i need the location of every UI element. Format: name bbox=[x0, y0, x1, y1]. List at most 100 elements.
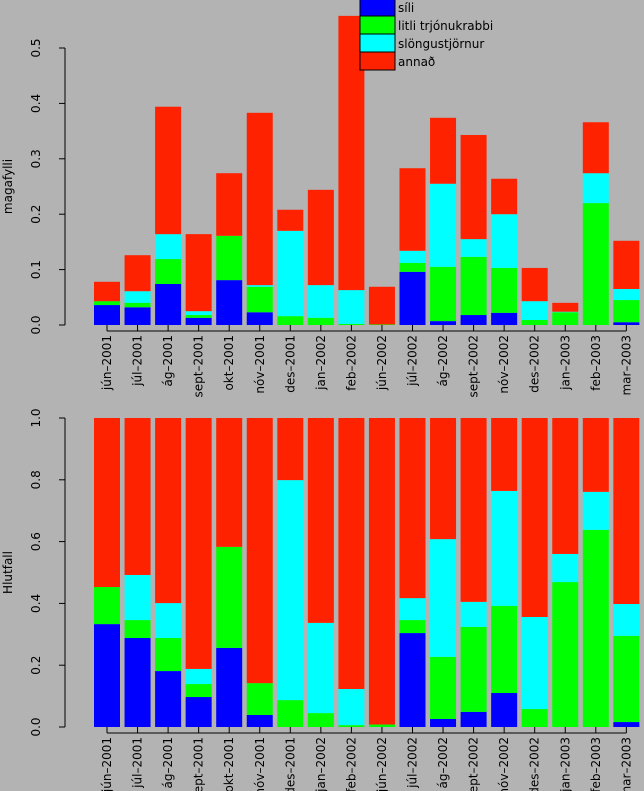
bar-segment bbox=[155, 234, 182, 260]
bar-segment bbox=[338, 725, 365, 727]
bar-segment bbox=[124, 302, 151, 308]
bar-segment bbox=[338, 290, 365, 324]
bar-segment bbox=[307, 418, 334, 623]
bar-segment bbox=[521, 418, 548, 617]
bar-segment bbox=[582, 491, 609, 530]
bar-segment bbox=[552, 582, 579, 727]
x-tick-label: sept–2001 bbox=[192, 335, 206, 398]
legend-swatch bbox=[359, 33, 396, 53]
bar-segment bbox=[430, 266, 457, 322]
bar-segment bbox=[155, 106, 182, 235]
x-tick-label: sept–2001 bbox=[192, 737, 206, 791]
bar-segment bbox=[94, 281, 120, 302]
bar-segment bbox=[185, 684, 212, 698]
bar-segment bbox=[399, 262, 426, 272]
y-axis-label: magafylli bbox=[1, 159, 15, 214]
x-tick-label: des–2002 bbox=[528, 737, 542, 791]
y-tick-label: 0.4 bbox=[29, 94, 43, 113]
bar-segment bbox=[521, 616, 548, 710]
bar-segment bbox=[94, 418, 120, 588]
bar-segment bbox=[491, 214, 518, 268]
bar-segment bbox=[613, 418, 640, 605]
bar-segment bbox=[124, 638, 151, 727]
bar-segment bbox=[491, 267, 518, 313]
bar-segment bbox=[552, 302, 579, 312]
x-tick-label: ág–2002 bbox=[436, 737, 450, 789]
bar-segment bbox=[491, 693, 518, 727]
x-tick-label: ág–2002 bbox=[436, 335, 450, 387]
bar-segment bbox=[277, 480, 304, 701]
x-tick-label: nóv–2001 bbox=[253, 335, 267, 394]
bar-segment bbox=[582, 418, 609, 492]
x-tick-label: ág–2001 bbox=[161, 737, 175, 789]
bar-segment bbox=[430, 718, 457, 727]
bar-segment bbox=[613, 322, 640, 325]
x-tick-label: ág–2001 bbox=[161, 335, 175, 387]
bar-segment bbox=[491, 178, 518, 215]
x-tick-label: júl–2001 bbox=[131, 737, 145, 789]
x-tick-label: feb–2003 bbox=[589, 335, 603, 391]
bar-segment bbox=[216, 647, 243, 727]
bar-segment bbox=[155, 259, 182, 285]
bar-segment bbox=[613, 288, 640, 301]
bar-segment bbox=[185, 315, 212, 318]
y-tick-label: 0.8 bbox=[29, 470, 43, 489]
y-tick-label: 0.3 bbox=[29, 149, 43, 168]
x-tick-label: júl–2002 bbox=[406, 737, 420, 789]
bar-segment bbox=[460, 711, 487, 727]
x-tick-label: feb–2002 bbox=[344, 335, 358, 391]
bar-segment bbox=[460, 134, 487, 240]
bar-segment bbox=[368, 324, 395, 325]
bar-segment bbox=[552, 418, 579, 554]
x-tick-label: jún–2002 bbox=[375, 737, 389, 791]
bar-segment bbox=[94, 587, 120, 625]
y-tick-label: 0.4 bbox=[29, 594, 43, 613]
bar-segment bbox=[521, 267, 548, 302]
bar-segment bbox=[307, 317, 334, 325]
bar-segment bbox=[216, 173, 243, 236]
bar-segment bbox=[185, 697, 212, 727]
bar-segment bbox=[491, 418, 518, 491]
bar-segment bbox=[430, 539, 457, 657]
y-tick-label: 0.5 bbox=[29, 38, 43, 57]
y-tick-label: 0.2 bbox=[29, 205, 43, 224]
bar-segment bbox=[491, 605, 518, 694]
x-tick-label: feb–2002 bbox=[344, 737, 358, 791]
bar-segment bbox=[246, 418, 273, 684]
bar-segment bbox=[613, 635, 640, 723]
bar-segment bbox=[277, 700, 304, 727]
bar-segment bbox=[613, 300, 640, 323]
bar-segment bbox=[124, 255, 151, 292]
bar-segment bbox=[491, 490, 518, 606]
bar-segment bbox=[399, 598, 426, 621]
bar-segment bbox=[582, 529, 609, 727]
bar-segment bbox=[216, 235, 243, 281]
bar-segment bbox=[277, 316, 304, 325]
bar-segment bbox=[155, 284, 182, 325]
legend-label: slöngustjörnur bbox=[398, 37, 484, 51]
legend-swatch bbox=[359, 15, 396, 35]
bar-segment bbox=[582, 203, 609, 325]
bar-segment bbox=[246, 714, 273, 727]
bar-segment bbox=[430, 117, 457, 184]
y-tick-label: 0.0 bbox=[29, 717, 43, 736]
bar-segment bbox=[521, 709, 548, 727]
legend-swatch bbox=[359, 0, 396, 17]
x-tick-label: nóv–2002 bbox=[497, 737, 511, 791]
bar-segment bbox=[582, 173, 609, 204]
bar-segment bbox=[582, 122, 609, 174]
bar-segment bbox=[307, 713, 334, 727]
bar-segment bbox=[399, 620, 426, 634]
y-tick-label: 0.6 bbox=[29, 532, 43, 551]
bar-segment bbox=[399, 271, 426, 325]
bar-segment bbox=[246, 285, 273, 287]
bar-segment bbox=[185, 234, 212, 312]
bar-segment bbox=[246, 312, 273, 325]
x-tick-label: mar–2003 bbox=[619, 335, 633, 396]
x-tick-label: jan–2003 bbox=[558, 737, 572, 791]
x-tick-label: jan–2003 bbox=[558, 335, 572, 391]
bar-segment bbox=[430, 656, 457, 719]
bar-segment bbox=[552, 312, 579, 325]
bar-segment bbox=[277, 418, 304, 481]
